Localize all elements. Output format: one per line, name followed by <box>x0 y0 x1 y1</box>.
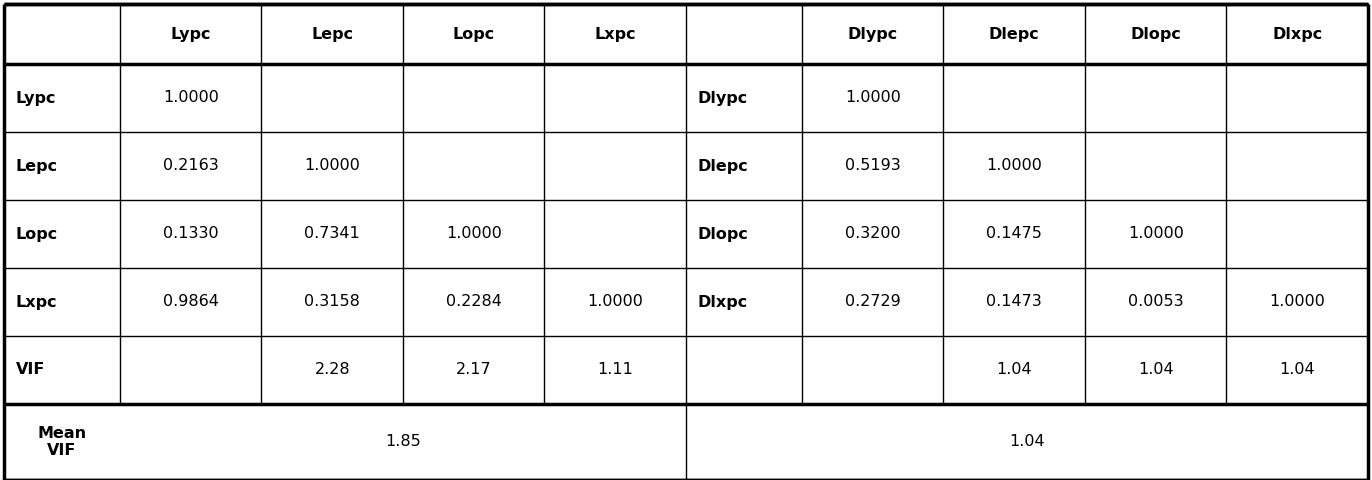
Text: 0.2163: 0.2163 <box>163 158 218 173</box>
Text: Lopc: Lopc <box>453 26 495 41</box>
Text: Lopc: Lopc <box>15 227 58 241</box>
Text: Dlypc: Dlypc <box>697 91 748 106</box>
Text: Dlepc: Dlepc <box>989 26 1040 41</box>
Text: Dlypc: Dlypc <box>848 26 897 41</box>
Text: 1.0000: 1.0000 <box>163 91 218 106</box>
Text: 1.04: 1.04 <box>1280 362 1314 377</box>
Text: Dlxpc: Dlxpc <box>1272 26 1323 41</box>
Text: Dlopc: Dlopc <box>697 227 749 241</box>
Text: 1.04: 1.04 <box>996 362 1032 377</box>
Text: Dlepc: Dlepc <box>697 158 748 173</box>
Text: 0.7341: 0.7341 <box>305 227 359 241</box>
Text: VIF: VIF <box>15 362 45 377</box>
Text: 1.0000: 1.0000 <box>1269 295 1325 310</box>
Text: 1.04: 1.04 <box>1010 434 1045 449</box>
Text: Lypc: Lypc <box>170 26 211 41</box>
Text: 0.0053: 0.0053 <box>1128 295 1184 310</box>
Text: Lxpc: Lxpc <box>15 295 58 310</box>
Text: 1.04: 1.04 <box>1137 362 1173 377</box>
Text: 0.1330: 0.1330 <box>163 227 218 241</box>
Text: 1.0000: 1.0000 <box>845 91 900 106</box>
Text: Dlopc: Dlopc <box>1131 26 1181 41</box>
Text: 1.11: 1.11 <box>597 362 634 377</box>
Text: 0.1473: 0.1473 <box>986 295 1043 310</box>
Text: Dlxpc: Dlxpc <box>697 295 748 310</box>
Text: Lypc: Lypc <box>15 91 56 106</box>
Text: Lepc: Lepc <box>311 26 353 41</box>
Text: 1.85: 1.85 <box>386 434 421 449</box>
Text: 0.2729: 0.2729 <box>845 295 900 310</box>
Text: 2.28: 2.28 <box>314 362 350 377</box>
Text: 1.0000: 1.0000 <box>446 227 502 241</box>
Text: 0.3200: 0.3200 <box>845 227 900 241</box>
Text: 2.17: 2.17 <box>456 362 491 377</box>
Text: Lxpc: Lxpc <box>594 26 637 41</box>
Text: Mean
VIF: Mean VIF <box>37 426 86 458</box>
Text: 1.0000: 1.0000 <box>986 158 1043 173</box>
Text: 0.5193: 0.5193 <box>845 158 900 173</box>
Text: Lepc: Lepc <box>15 158 58 173</box>
Text: 0.1475: 0.1475 <box>986 227 1043 241</box>
Text: 1.0000: 1.0000 <box>1128 227 1184 241</box>
Text: 1.0000: 1.0000 <box>305 158 359 173</box>
Text: 1.0000: 1.0000 <box>587 295 643 310</box>
Text: 0.3158: 0.3158 <box>305 295 359 310</box>
Text: 0.2284: 0.2284 <box>446 295 502 310</box>
Text: 0.9864: 0.9864 <box>163 295 218 310</box>
